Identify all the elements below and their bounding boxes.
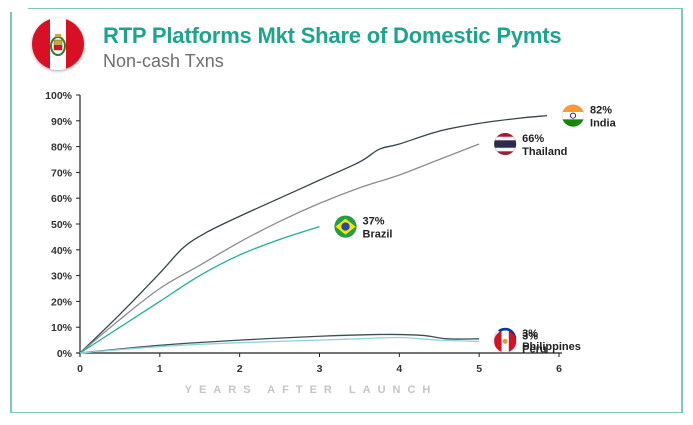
thailand-flag-icon [493, 132, 517, 156]
peru-flag-icon [493, 330, 517, 353]
series-line-philippines [79, 333, 480, 354]
end-value-label: 3% [522, 330, 538, 342]
y-tick-label: 100% [45, 90, 73, 102]
end-value-label: 66% [522, 133, 544, 145]
series-name-label: Brazil [363, 229, 393, 241]
chart-axes: 0% 10% 20% 30% 40% 50% 60% 70% 80% 90% 100% 0 1 2 3 4 5 6 [45, 90, 562, 375]
y-tick-label: 0% [57, 348, 73, 360]
brazil-flag-icon [334, 215, 357, 238]
x-tick-label: 3 [317, 363, 323, 375]
y-tick-label: 50% [51, 219, 73, 231]
series-name-label: Peru [522, 343, 546, 355]
end-value-label: 3% [522, 328, 538, 340]
x-axis-label: YEARS AFTER LAUNCH [185, 384, 438, 396]
end-value-label: 82% [590, 105, 612, 117]
y-tick-label: 20% [51, 296, 73, 308]
series-line-brazil [79, 225, 320, 354]
x-tick-label: 4 [396, 363, 402, 375]
y-tick-label: 90% [51, 116, 73, 128]
chart-frame [10, 8, 683, 413]
x-tick-label: 2 [237, 363, 243, 375]
end-value-label: 37% [363, 216, 385, 228]
x-tick-label: 5 [476, 363, 482, 375]
series-layer [79, 114, 548, 354]
chart-title: RTP Platforms Mkt Share of Domestic Pymt… [103, 23, 562, 48]
series-line-thailand [79, 143, 480, 354]
peru-coat-of-arms-badge [32, 18, 84, 70]
series-name-label: Philippines [522, 341, 581, 353]
series-name-label: Thailand [522, 146, 567, 158]
y-tick-label: 30% [51, 271, 73, 283]
x-tick-label: 0 [77, 363, 83, 375]
y-tick-label: 80% [51, 142, 73, 154]
labels-layer: 82%India 66%Thailand 37%Brazil 3%Philippine… [334, 104, 617, 355]
frame-gap [10, 6, 28, 12]
y-tick-label: 40% [51, 245, 73, 257]
india-flag-icon [561, 104, 585, 127]
series-name-label: India [590, 118, 617, 130]
y-tick-label: 10% [51, 322, 73, 334]
series-line-india [79, 114, 548, 354]
series-line-peru [79, 336, 480, 354]
chart-subtitle: Non-cash Txns [103, 51, 224, 71]
y-tick-label: 70% [51, 167, 73, 179]
y-tick-label: 60% [51, 193, 73, 205]
x-tick-label: 6 [556, 363, 562, 375]
peru-flag-icon [32, 18, 84, 70]
x-tick-label: 1 [157, 363, 163, 375]
